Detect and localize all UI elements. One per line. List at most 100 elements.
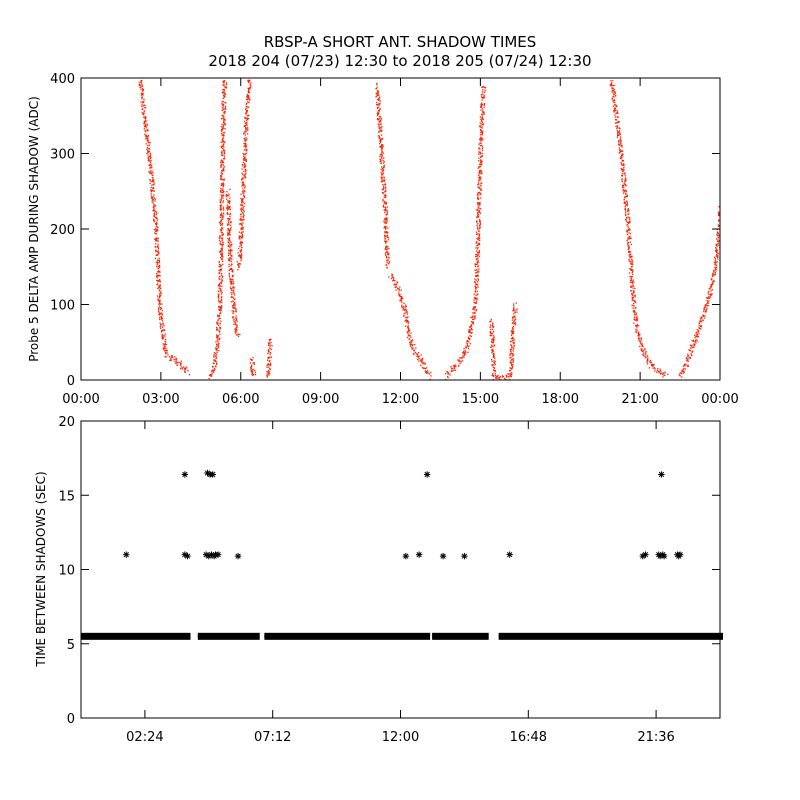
data-point <box>218 318 220 320</box>
data-point <box>229 200 231 202</box>
data-point <box>482 123 484 126</box>
data-point <box>385 214 387 216</box>
data-point <box>122 633 129 640</box>
data-point <box>416 353 418 355</box>
data-point <box>628 272 631 274</box>
data-point <box>475 259 478 261</box>
data-point <box>478 239 480 241</box>
data-point <box>617 131 619 133</box>
data-point <box>653 367 656 369</box>
data-point <box>150 186 152 188</box>
data-point <box>481 154 483 157</box>
data-point <box>385 189 387 191</box>
data-point <box>248 92 250 94</box>
data-point <box>471 316 473 319</box>
data-point <box>682 368 684 370</box>
data-point <box>220 300 222 302</box>
data-point <box>631 255 633 257</box>
data-point <box>250 366 252 368</box>
data-point <box>404 308 406 310</box>
data-point <box>481 91 484 93</box>
data-point <box>393 284 395 286</box>
data-point <box>221 285 223 287</box>
data-point <box>406 310 408 313</box>
data-point <box>477 212 479 214</box>
data-point <box>479 125 481 127</box>
data-point <box>147 140 149 142</box>
data-point <box>494 363 496 365</box>
data-point <box>219 331 221 333</box>
data-point <box>381 156 383 158</box>
data-point <box>223 117 225 119</box>
data-point <box>149 158 152 160</box>
data-point <box>157 271 159 273</box>
data-point <box>222 126 224 128</box>
data-point <box>245 143 247 145</box>
data-point <box>217 295 220 297</box>
data-point <box>479 116 481 118</box>
data-point <box>620 162 622 164</box>
data-point <box>241 209 243 211</box>
data-point <box>220 248 222 250</box>
data-point <box>476 298 478 300</box>
data-point <box>159 326 161 328</box>
data-point <box>479 122 481 124</box>
data-point <box>479 164 481 166</box>
data-point <box>157 245 159 247</box>
data-point <box>240 232 243 234</box>
data-point <box>157 280 159 282</box>
data-point <box>490 332 492 334</box>
data-point <box>476 297 478 299</box>
data-point <box>216 339 219 341</box>
data-point <box>221 196 223 198</box>
data-point <box>464 352 466 354</box>
data-point <box>505 374 507 377</box>
data-point <box>612 87 614 89</box>
data-point <box>221 178 223 181</box>
data-point <box>624 175 626 177</box>
data-point <box>155 261 157 264</box>
data-point <box>628 228 630 230</box>
bottom-y-tick-label: 15 <box>58 489 75 504</box>
data-point <box>614 114 616 116</box>
data-point <box>223 119 225 121</box>
data-point <box>245 117 247 119</box>
data-point <box>407 322 409 324</box>
data-point <box>627 221 629 223</box>
data-point <box>142 92 144 94</box>
data-point <box>642 551 649 558</box>
data-point <box>150 195 152 197</box>
data-point <box>479 187 481 189</box>
data-point <box>164 345 166 348</box>
data-point <box>382 172 385 175</box>
data-point <box>715 264 717 266</box>
data-point <box>384 240 386 242</box>
data-point <box>480 161 482 163</box>
data-point <box>658 372 660 374</box>
data-point <box>234 552 242 560</box>
data-point <box>568 633 575 640</box>
data-point <box>481 113 483 115</box>
data-point <box>477 203 479 205</box>
data-point <box>510 376 512 378</box>
data-point <box>477 284 479 286</box>
data-point <box>481 163 483 165</box>
data-point <box>162 329 164 331</box>
data-point <box>139 86 141 89</box>
data-point <box>717 212 720 214</box>
bottom-axis-box <box>80 420 721 719</box>
data-point <box>512 353 515 355</box>
data-point <box>233 307 235 310</box>
data-point <box>468 341 470 343</box>
data-point <box>479 223 481 225</box>
data-point <box>220 118 223 120</box>
data-point <box>247 106 250 108</box>
data-point <box>244 176 246 178</box>
data-point <box>511 365 514 368</box>
data-point <box>268 356 270 358</box>
data-point <box>149 152 152 154</box>
data-point <box>380 176 382 178</box>
data-point <box>625 210 627 212</box>
data-point <box>383 169 385 171</box>
data-point <box>694 344 696 346</box>
